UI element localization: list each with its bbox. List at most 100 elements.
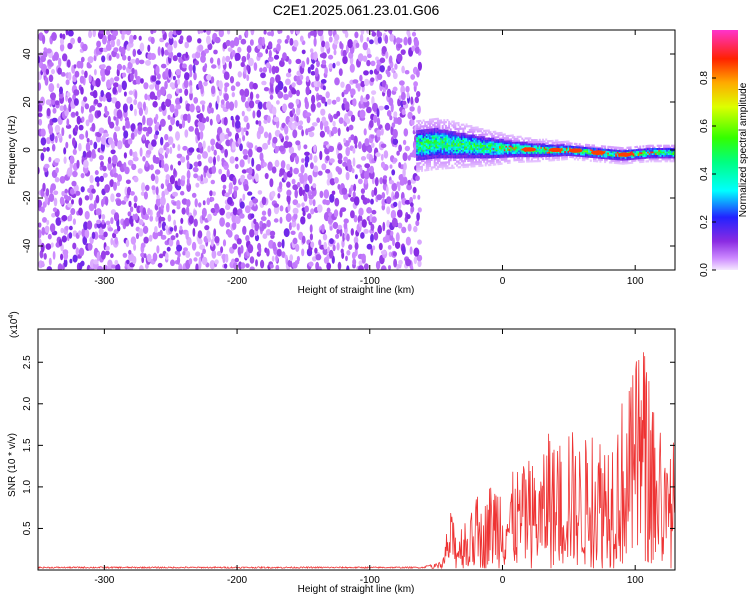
heatmap-cell	[113, 47, 119, 53]
heatmap-cell	[424, 156, 427, 159]
heatmap-cell	[503, 155, 506, 158]
heatmap-cell	[433, 153, 436, 156]
heatmap-cell	[261, 210, 267, 216]
heatmap-cell	[325, 199, 331, 206]
heatmap-cell	[449, 154, 452, 157]
heatmap-cell	[224, 134, 229, 140]
heatmap-cell	[411, 31, 417, 37]
heatmap-cell	[613, 156, 616, 159]
heatmap-cell	[489, 133, 492, 136]
heatmap-cell	[429, 135, 432, 138]
heatmap-cell	[164, 133, 169, 141]
heatmap-cell	[430, 153, 433, 156]
heatmap-cell	[508, 143, 511, 146]
heatmap-cell	[432, 153, 435, 156]
heatmap-cell	[465, 151, 468, 154]
heatmap-cell	[318, 266, 322, 270]
heatmap-cell	[189, 103, 195, 113]
heatmap-cell	[135, 57, 140, 65]
heatmap-cell	[286, 194, 291, 203]
heatmap-cell	[65, 79, 70, 86]
heatmap-cell	[607, 149, 610, 151]
heatmap-cell	[484, 153, 487, 155]
heatmap-cell	[82, 236, 88, 246]
heatmap-cell	[185, 103, 191, 112]
heatmap-cell	[457, 149, 460, 152]
heatmap-cell	[234, 163, 239, 169]
heatmap-cell	[59, 33, 63, 39]
heatmap-cell	[373, 231, 379, 241]
heatmap-cell	[75, 190, 81, 196]
heatmap-cell	[516, 151, 519, 154]
heatmap-cell	[511, 140, 514, 143]
heatmap-cell	[462, 154, 465, 157]
heatmap-cell	[499, 132, 501, 135]
heatmap-cell	[572, 154, 575, 157]
heatmap-cell	[456, 139, 459, 142]
heatmap-cell	[205, 116, 210, 123]
heatmap-cell	[380, 250, 387, 255]
heatmap-cell	[51, 213, 56, 218]
heatmap-cell	[569, 145, 572, 148]
heatmap-cell	[470, 154, 473, 157]
heatmap-cell	[436, 153, 440, 155]
heatmap-cell	[276, 43, 281, 52]
heatmap-cell	[211, 165, 217, 174]
heatmap-cell	[460, 151, 463, 154]
heatmap-cell	[451, 132, 454, 135]
heatmap-cell	[478, 146, 481, 149]
heatmap-cell	[441, 121, 444, 124]
heatmap-cell	[573, 154, 577, 157]
heatmap-cell	[532, 156, 535, 159]
heatmap-cell	[484, 164, 487, 167]
heatmap-cell	[417, 170, 420, 173]
heatmap-cell	[452, 141, 455, 144]
heatmap-cell	[583, 155, 586, 158]
heatmap-cell	[438, 129, 441, 132]
heatmap-cell	[451, 166, 454, 169]
heatmap-cell	[527, 155, 530, 158]
heatmap-cell	[444, 144, 448, 147]
heatmap-cell	[438, 149, 441, 152]
heatmap-cell	[604, 150, 607, 153]
heatmap-cell	[500, 145, 503, 148]
heatmap-cell	[448, 163, 451, 166]
heatmap-cell	[155, 215, 159, 222]
heatmap-cell	[425, 124, 428, 127]
heatmap-cell	[438, 139, 441, 142]
heatmap-cell	[421, 143, 424, 146]
heatmap-cell	[241, 110, 245, 117]
heatmap-cell	[59, 86, 63, 95]
heatmap-cell	[331, 99, 337, 105]
heatmap-cell	[551, 139, 554, 143]
heatmap-cell	[352, 98, 357, 107]
heatmap-cell	[626, 150, 629, 152]
heatmap-cell	[419, 144, 422, 147]
heatmap-cell	[267, 161, 273, 171]
heatmap-cell	[438, 119, 441, 122]
heatmap-cell	[417, 207, 422, 213]
heatmap-cell	[155, 80, 161, 85]
heatmap-cell	[155, 65, 160, 75]
heatmap-cell	[472, 146, 475, 149]
heatmap-cell	[366, 37, 370, 42]
heatmap-cell	[470, 146, 473, 149]
heatmap-cell	[96, 251, 100, 262]
heatmap-cell	[321, 96, 326, 104]
heatmap-cell	[429, 122, 431, 125]
heatmap-cell	[491, 149, 494, 152]
heatmap-cell	[337, 167, 343, 175]
heatmap-cell	[305, 75, 310, 83]
heatmap-cell	[301, 158, 305, 163]
heatmap-cell	[464, 144, 467, 147]
heatmap-cell	[416, 127, 419, 131]
heatmap-cell	[446, 126, 449, 129]
heatmap-cell	[419, 146, 422, 149]
heatmap-cell	[347, 39, 353, 49]
heatmap-cell	[222, 184, 227, 190]
heatmap-cell	[634, 154, 637, 157]
heatmap-cell	[570, 145, 573, 148]
heatmap-cell	[170, 259, 175, 267]
heatmap-cell	[391, 67, 395, 73]
heatmap-cell	[472, 142, 475, 145]
